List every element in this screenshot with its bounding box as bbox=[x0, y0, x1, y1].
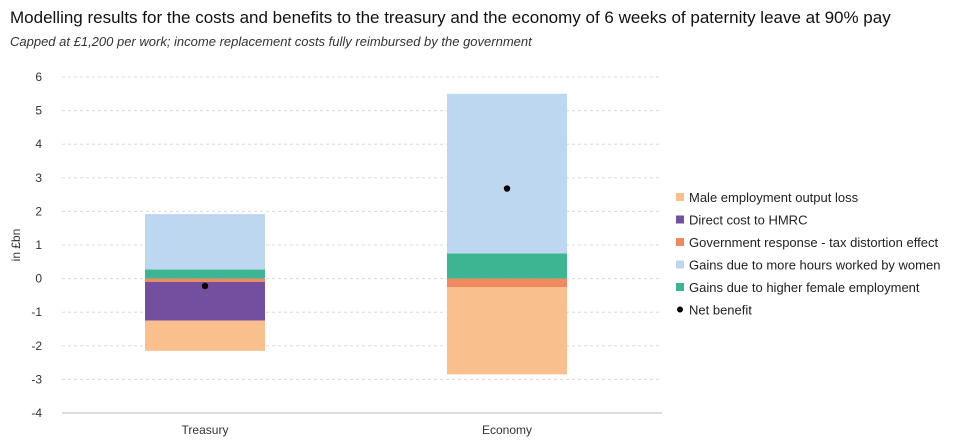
bar-segment bbox=[145, 278, 265, 282]
x-tick-label: Treasury bbox=[182, 423, 229, 437]
y-tick-label: 4 bbox=[35, 137, 42, 151]
chart-title: Modelling results for the costs and bene… bbox=[10, 8, 891, 27]
legend-swatch bbox=[676, 238, 684, 246]
chart-subtitle: Capped at £1,200 per work; income replac… bbox=[10, 34, 532, 49]
x-axis-ticks: Treasury Economy bbox=[182, 423, 532, 437]
x-tick-label: Economy bbox=[482, 423, 532, 437]
y-tick-label: 6 bbox=[35, 70, 42, 84]
legend-swatch bbox=[676, 215, 684, 224]
y-tick-label: -3 bbox=[31, 372, 42, 386]
y-tick-label: 1 bbox=[35, 238, 42, 252]
y-tick-label: -1 bbox=[31, 305, 42, 319]
legend-label: Gains due to higher female employment bbox=[689, 280, 920, 295]
legend-label: Male employment output loss bbox=[689, 190, 859, 205]
y-tick-label: 5 bbox=[35, 104, 42, 118]
legend-swatch bbox=[676, 193, 684, 201]
bar-segment bbox=[145, 320, 265, 351]
y-axis-ticks: 6 5 4 3 2 1 0 -1 -2 -3 -4 bbox=[31, 70, 42, 420]
legend-swatch bbox=[677, 306, 683, 313]
legend-label: Net benefit bbox=[689, 303, 752, 318]
legend-swatch bbox=[676, 260, 684, 269]
y-tick-label: 0 bbox=[35, 272, 42, 286]
y-tick-label: -2 bbox=[31, 339, 42, 353]
bar-segment bbox=[145, 269, 265, 279]
y-axis-label: in £bn bbox=[9, 229, 23, 262]
bar-segment bbox=[447, 287, 567, 375]
legend-swatch bbox=[676, 283, 684, 291]
net-benefit-point bbox=[201, 282, 209, 290]
y-tick-label: 2 bbox=[35, 204, 42, 218]
bars bbox=[145, 93, 567, 375]
bar-segment bbox=[447, 253, 567, 279]
legend-label: Government response - tax distortion eff… bbox=[689, 235, 938, 250]
bar-segment bbox=[447, 93, 567, 254]
y-tick-label: 3 bbox=[35, 171, 42, 185]
legend-label: Direct cost to HMRC bbox=[689, 213, 807, 228]
bar-segment bbox=[145, 214, 265, 270]
bar-segment bbox=[447, 278, 567, 287]
net-benefit-point bbox=[503, 185, 511, 192]
legend: Male employment output loss Direct cost t… bbox=[676, 190, 940, 318]
legend-label: Gains due to more hours worked by women bbox=[689, 258, 940, 273]
y-tick-label: -4 bbox=[31, 406, 42, 420]
net-benefit-points bbox=[201, 185, 511, 290]
